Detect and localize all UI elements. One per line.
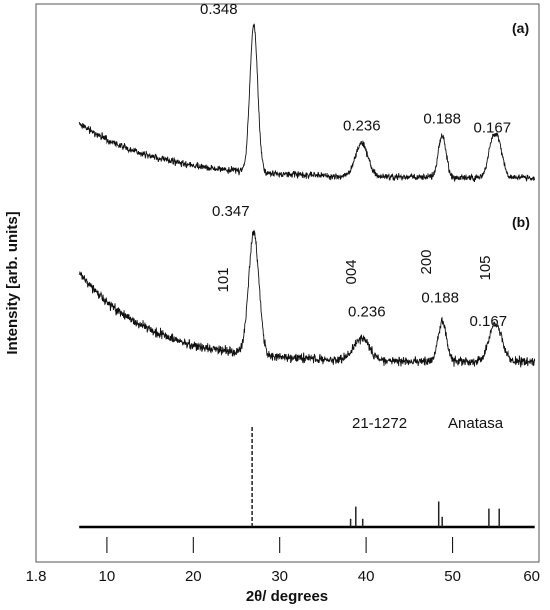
x-tick-label: 20: [185, 568, 202, 585]
x-axis-title: 2θ/ degrees: [246, 588, 328, 605]
reference-layer: [79, 425, 535, 529]
x-tick-label: 30: [271, 568, 288, 585]
peak-label: 0.236: [343, 118, 381, 135]
hkl-label: 101: [215, 267, 232, 292]
hkl-label: 200: [418, 249, 435, 274]
series-a-name: (a): [512, 20, 529, 36]
reference-card: 21-1272: [352, 415, 407, 432]
series-b-name: (b): [512, 214, 530, 230]
peak-label: 0.188: [421, 290, 459, 307]
x-tick-label: 60: [523, 568, 540, 585]
peak-label: 0.167: [474, 120, 512, 137]
x-tick-label: 40: [358, 568, 375, 585]
peak-label: 0.188: [423, 111, 461, 128]
series-layer: [78, 23, 536, 368]
plot-frame: [35, 3, 540, 563]
x-tick-label: 10: [99, 568, 116, 585]
series-line-a: [78, 23, 536, 183]
x-axis-ticks: 1.8 10 20 30 40 50 60: [26, 537, 540, 585]
x-tick-label: 50: [444, 568, 461, 585]
y-axis-title: Intensity [arb. units]: [4, 211, 21, 354]
reference-phase: Anatasa: [448, 415, 504, 432]
label-layer: 0.348 0.236 0.188 0.167 0.347 101 0.236 004 0.18…: [200, 1, 511, 330]
peak-label: 0.236: [348, 304, 386, 321]
peak-label: 0.167: [470, 313, 508, 330]
series-line-b: [78, 229, 536, 368]
peak-label: 0.347: [212, 203, 250, 220]
hkl-label: 004: [343, 259, 360, 284]
hkl-label: 105: [477, 255, 494, 280]
x-tick-label: 1.8: [26, 568, 47, 585]
peak-label: 0.348: [200, 1, 238, 18]
